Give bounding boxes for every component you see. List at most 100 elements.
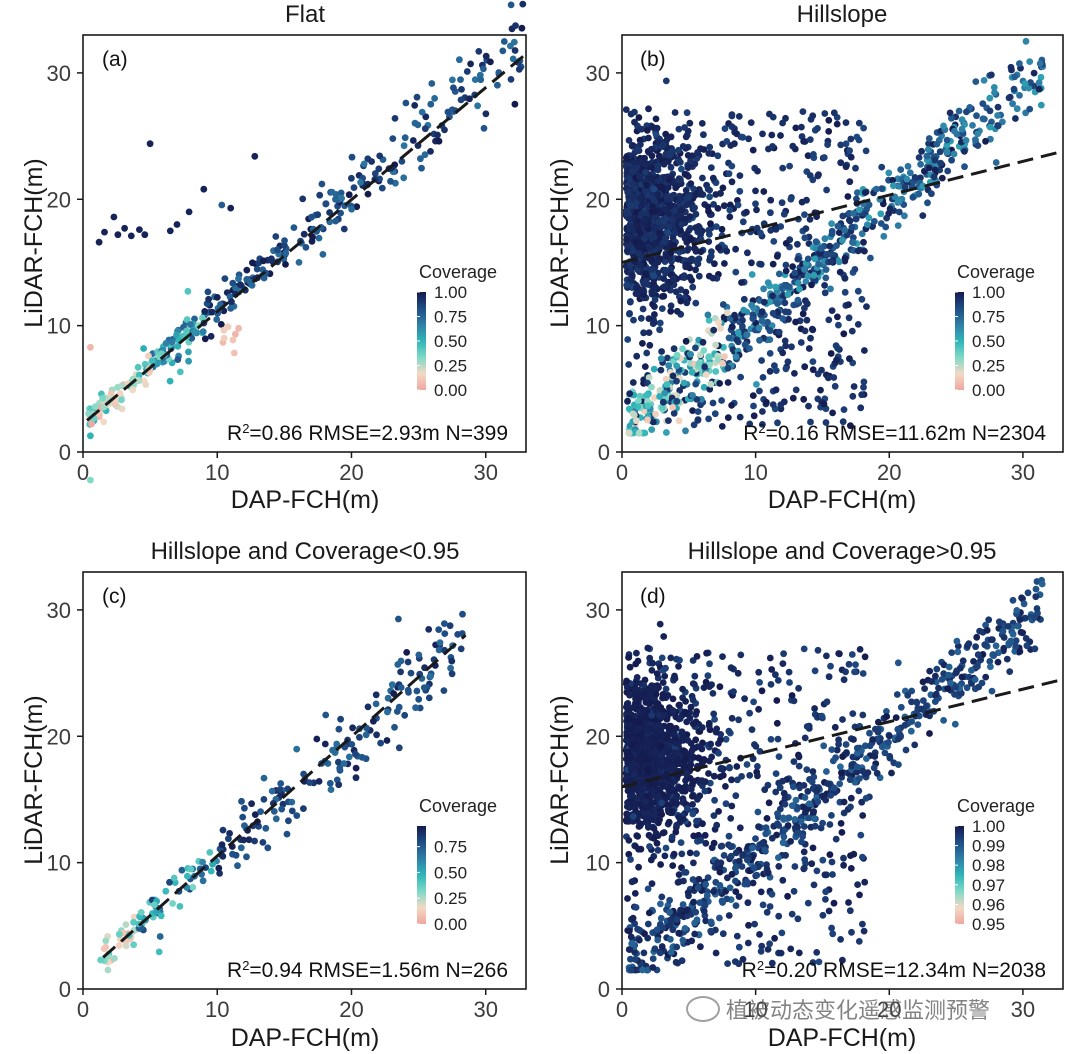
scatter-point <box>811 667 819 675</box>
scatter-point <box>701 902 709 909</box>
scatter-point <box>689 392 696 399</box>
scatter-point <box>857 404 865 412</box>
scatter-point <box>810 815 818 822</box>
scatter-point <box>662 844 670 852</box>
r2-prefix: R <box>227 422 242 445</box>
scatter-point <box>799 310 807 318</box>
scatter-point <box>427 100 435 108</box>
scatter-point <box>913 699 921 707</box>
scatter-point <box>1020 600 1028 608</box>
scatter-point <box>660 217 668 225</box>
scatter-point <box>815 958 823 966</box>
scatter-point <box>850 383 858 390</box>
scatter-point <box>798 838 805 846</box>
scatter-point <box>657 861 664 868</box>
scatter-point <box>441 126 448 134</box>
scatter-point <box>808 325 816 333</box>
scatter-point <box>625 837 633 844</box>
scatter-point <box>633 417 640 424</box>
scatter-point <box>623 684 631 691</box>
colorbar-tick-label: 0.00 <box>434 915 467 934</box>
scatter-point <box>97 956 104 964</box>
scatter-point <box>319 251 327 258</box>
scatter-point <box>837 820 845 827</box>
scatter-point <box>904 162 912 170</box>
scatter-point <box>726 213 734 221</box>
scatter-point <box>766 298 774 306</box>
scatter-point <box>199 314 206 322</box>
scatter-point <box>682 777 689 784</box>
scatter-point <box>666 896 673 904</box>
scatter-point <box>719 184 727 192</box>
x-axis-label: DAP-FCH(m) <box>231 1024 380 1052</box>
scatter-point <box>694 149 701 156</box>
scatter-point <box>801 234 809 242</box>
scatter-point <box>948 649 956 656</box>
scatter-point <box>917 160 924 168</box>
scatter-point <box>687 703 695 711</box>
scatter-point <box>769 292 776 300</box>
scatter-point <box>795 753 803 761</box>
scatter-point <box>797 818 805 825</box>
scatter-point <box>87 343 94 351</box>
scatter-point <box>692 299 700 307</box>
scatter-point <box>665 362 673 369</box>
scatter-point <box>735 893 743 900</box>
scatter-point <box>639 340 646 347</box>
scatter-point <box>859 812 867 819</box>
scatter-point <box>864 221 871 229</box>
scatter-point <box>425 626 433 633</box>
scatter-point <box>775 753 783 760</box>
scatter-point <box>627 856 634 863</box>
scatter-point <box>846 147 853 155</box>
scatter-point <box>809 768 817 775</box>
scatter-point <box>737 373 744 381</box>
scatter-point <box>848 928 855 936</box>
scatter-point <box>860 238 867 246</box>
scatter-point <box>842 741 850 748</box>
scatter-point <box>756 679 763 686</box>
scatter-point <box>689 810 697 818</box>
regression-line <box>102 634 467 959</box>
scatter-point <box>413 687 421 695</box>
scatter-point <box>695 272 703 280</box>
scatter-point <box>768 959 776 967</box>
scatter-point <box>515 66 523 73</box>
scatter-point <box>786 162 793 170</box>
scatter-point <box>463 68 471 75</box>
scatter-point <box>652 131 660 138</box>
scatter-point <box>669 372 677 380</box>
scatter-point <box>835 650 843 657</box>
scatter-point <box>651 296 659 304</box>
scatter-point <box>230 349 238 357</box>
scatter-point <box>645 315 653 322</box>
scatter-point <box>994 112 1001 119</box>
scatter-point <box>625 726 633 734</box>
scatter-point <box>822 896 829 903</box>
y-tick-label: 20 <box>586 187 610 212</box>
scatter-point <box>700 907 708 915</box>
scatter-point <box>700 347 708 354</box>
scatter-point <box>208 308 216 316</box>
scatter-point <box>661 852 669 860</box>
scatter-point <box>752 835 759 842</box>
scatter-point <box>809 959 817 966</box>
scatter-point <box>644 416 651 424</box>
scatter-point <box>787 945 795 953</box>
scatter-point <box>890 182 897 190</box>
scatter-point <box>842 668 849 676</box>
scatter-point <box>702 917 710 925</box>
scatter-point <box>649 659 656 667</box>
scatter-point <box>229 279 237 287</box>
scatter-point <box>1022 635 1030 642</box>
scatter-point <box>831 382 839 390</box>
scatter-point <box>220 326 228 334</box>
scatter-point <box>200 185 208 193</box>
scatter-point <box>335 781 343 789</box>
scatter-point <box>777 132 784 139</box>
scatter-point <box>288 798 296 806</box>
scatter-point <box>809 366 817 374</box>
scatter-point <box>826 821 834 828</box>
scatter-point <box>734 329 742 336</box>
panel-title: Hillslope <box>797 1 888 28</box>
